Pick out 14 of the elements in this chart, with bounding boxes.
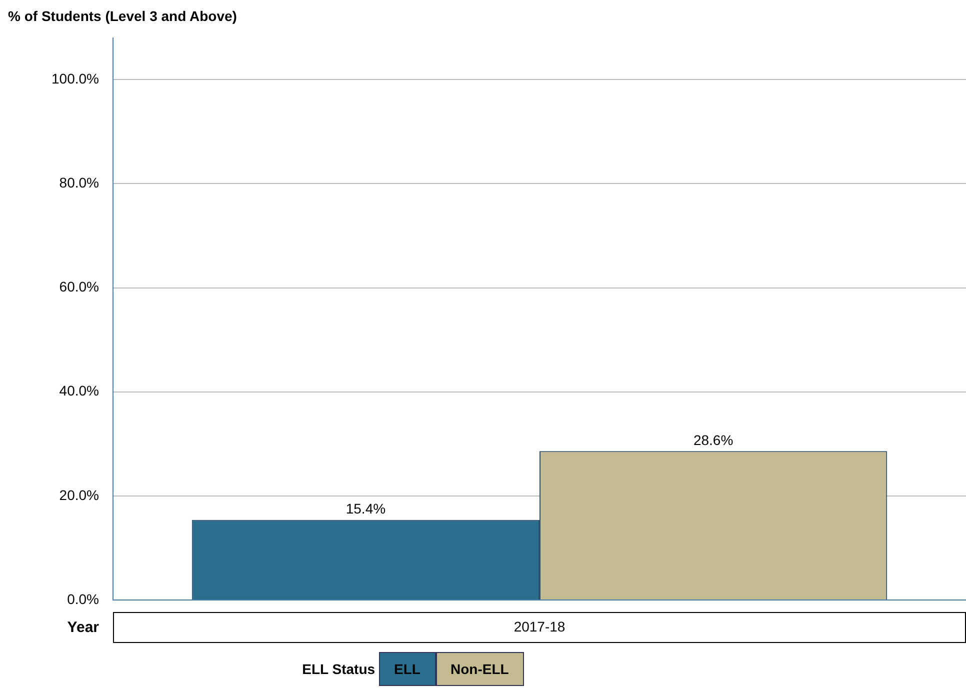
data-label: 28.6%	[693, 432, 734, 448]
x-tick-label: 2017-18	[514, 618, 566, 634]
y-tick-label: 80.0%	[59, 174, 99, 191]
y-axis-title: % of Students (Level 3 and Above)	[8, 8, 237, 24]
text: Non-ELL	[436, 652, 524, 686]
y-tick-label: 60.0%	[59, 278, 99, 295]
text: ELL	[379, 652, 436, 686]
y-tick-label: 0.0%	[67, 590, 99, 607]
y-tick-label: 100.0%	[52, 70, 99, 86]
data-label: 15.4%	[346, 500, 386, 517]
x-axis-title: Year	[67, 619, 100, 636]
legend-title: ELL Status	[302, 661, 376, 677]
y-tick-label: 20.0%	[59, 486, 99, 503]
y-tick-label: 40.0%	[59, 382, 99, 399]
